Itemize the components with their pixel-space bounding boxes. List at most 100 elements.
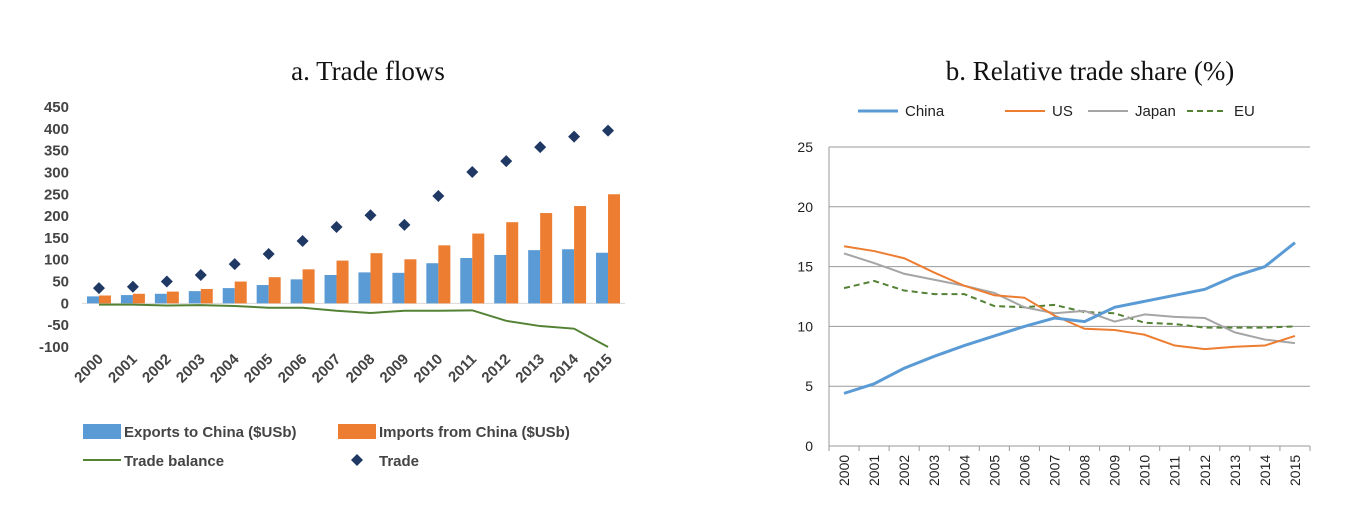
chart-b-x-tick: 2005 — [986, 455, 1002, 486]
chart-a-bar-exports — [256, 285, 269, 304]
legend-label-exports: Exports to China ($USb) — [124, 424, 297, 441]
chart-a-bar-exports — [324, 275, 337, 304]
chart-a-y-tick: 100 — [44, 252, 69, 269]
chart-a-bar-imports — [608, 194, 621, 304]
chart-b-x-tick: 2008 — [1077, 455, 1093, 486]
chart-a-bar-imports — [268, 277, 281, 304]
chart-a-x-tick: 2008 — [343, 351, 379, 387]
chart-a-bar-exports — [86, 296, 99, 304]
chart-a-x-tick: 2005 — [241, 351, 277, 387]
chart-a-trade-point — [534, 141, 547, 154]
chart-a-trade-point — [296, 234, 309, 247]
chart-b-x-tick: 2000 — [836, 455, 852, 486]
chart-a-bar-imports — [574, 206, 587, 304]
chart-b-x-tick: 2010 — [1137, 455, 1153, 486]
chart-a-trade-point — [330, 221, 343, 233]
chart-b-x-tick: 2007 — [1046, 455, 1062, 486]
legend-swatch-exports — [83, 424, 121, 439]
chart-a-y-tick: 0 — [61, 295, 69, 312]
chart-a-y-tick: 400 — [44, 121, 69, 138]
chart-b-line-japan — [843, 252, 1296, 345]
chart-a-y-tick: 300 — [44, 164, 69, 181]
chart-a-trade-point — [364, 209, 377, 222]
chart-a-bar-exports — [426, 263, 439, 304]
chart-a-x-tick: 2002 — [139, 351, 175, 387]
chart-a-x-tick: 2006 — [275, 351, 311, 387]
chart-a-bar-exports — [222, 288, 235, 304]
chart-b-x-tick: 2014 — [1257, 455, 1273, 486]
chart-a-bar-imports — [302, 269, 315, 304]
chart-a-x-tick: 2003 — [173, 351, 209, 387]
chart-a-bar-imports — [234, 281, 247, 304]
chart-a-bar-imports — [438, 245, 451, 304]
legend-label-us: US — [1052, 103, 1073, 120]
chart-a-y-tick: 250 — [44, 186, 69, 203]
chart-b-title: b. Relative trade share (%) — [946, 56, 1235, 86]
legend-label-imports: Imports from China ($USb) — [379, 424, 570, 441]
chart-b-y-tick: 15 — [797, 259, 813, 275]
chart-a-x-tick: 2010 — [411, 351, 447, 387]
chart-a-bar-exports — [290, 279, 303, 304]
chart-a-y-tick: -100 — [39, 339, 69, 356]
chart-b-y-tick: 10 — [797, 318, 813, 334]
chart-a-x-tick: 2012 — [478, 351, 514, 387]
chart-a-bar-exports — [120, 295, 133, 304]
chart-a-bar-imports — [98, 295, 111, 304]
chart-a-trade-flows: -100-50050100150200250300350400450200020… — [39, 99, 625, 470]
chart-a-bar-imports — [132, 293, 145, 304]
chart-b-x-tick: 2001 — [866, 455, 882, 486]
chart-a-x-tick: 2009 — [377, 351, 413, 387]
chart-a-trade-point — [194, 269, 207, 281]
chart-b-x-tick: 2006 — [1016, 455, 1032, 486]
chart-a-x-tick: 2000 — [71, 351, 107, 387]
chart-a-trade-point — [92, 282, 105, 295]
chart-a-bar-exports — [528, 250, 541, 304]
chart-a-trade-point — [398, 218, 411, 231]
chart-b-x-tick: 2002 — [896, 455, 912, 486]
chart-b-x-tick: 2011 — [1167, 456, 1183, 486]
chart-a-trade-point — [126, 280, 139, 293]
chart-a-trade-point — [500, 155, 513, 168]
chart-a-x-tick: 2015 — [580, 351, 616, 387]
chart-b-x-tick: 2003 — [926, 455, 942, 486]
chart-a-trade-point — [160, 275, 173, 288]
chart-a-x-tick: 2011 — [445, 351, 480, 386]
chart-a-bar-imports — [166, 291, 179, 304]
chart-a-x-tick: 2004 — [207, 350, 243, 386]
legend-label-japan: Japan — [1135, 103, 1176, 120]
chart-b-line-eu — [843, 279, 1296, 329]
legend-label-trade-balance: Trade balance — [124, 453, 224, 470]
chart-a-bar-imports — [336, 260, 349, 304]
chart-b-y-tick: 20 — [797, 199, 813, 215]
chart-b-y-tick: 0 — [805, 438, 813, 454]
chart-a-bar-exports — [358, 272, 371, 304]
chart-a-trade-point — [262, 248, 275, 261]
chart-a-trade-point — [568, 130, 581, 143]
chart-a-trade-point — [432, 190, 445, 203]
chart-b-x-tick: 2013 — [1227, 455, 1243, 486]
legend-label-trade: Trade — [379, 453, 419, 470]
chart-a-bar-imports — [200, 288, 213, 304]
legend-label-china: China — [905, 103, 945, 120]
chart-a-trade-point — [602, 124, 615, 137]
chart-b-relative-trade-share: 0 5 10 15 20 25 2000 2001 2002 2003 2004 2005 2006 20… — [797, 103, 1311, 486]
chart-b-line-china — [843, 241, 1296, 395]
chart-a-y-tick: 200 — [44, 208, 69, 225]
chart-a-y-tick: 450 — [44, 99, 69, 116]
chart-a-bar-exports — [188, 291, 201, 304]
chart-a-bar-exports — [494, 254, 507, 304]
chart-a-y-tick: 150 — [44, 230, 69, 247]
chart-a-x-tick: 2001 — [105, 351, 141, 387]
chart-a-y-tick: 50 — [52, 274, 69, 291]
legend-swatch-imports — [338, 424, 376, 439]
chart-a-bar-imports — [370, 253, 383, 304]
chart-b-x-tick: 2009 — [1107, 455, 1123, 486]
chart-a-bar-exports — [154, 293, 167, 304]
chart-a-x-tick: 2014 — [546, 350, 582, 386]
chart-a-trade-point — [466, 166, 479, 179]
chart-a-bar-imports — [472, 233, 485, 304]
chart-a-bar-imports — [404, 259, 417, 304]
chart-b-x-tick: 2012 — [1197, 455, 1213, 486]
chart-a-y-tick: 350 — [44, 143, 69, 160]
chart-b-x-tick: 2004 — [956, 455, 972, 486]
